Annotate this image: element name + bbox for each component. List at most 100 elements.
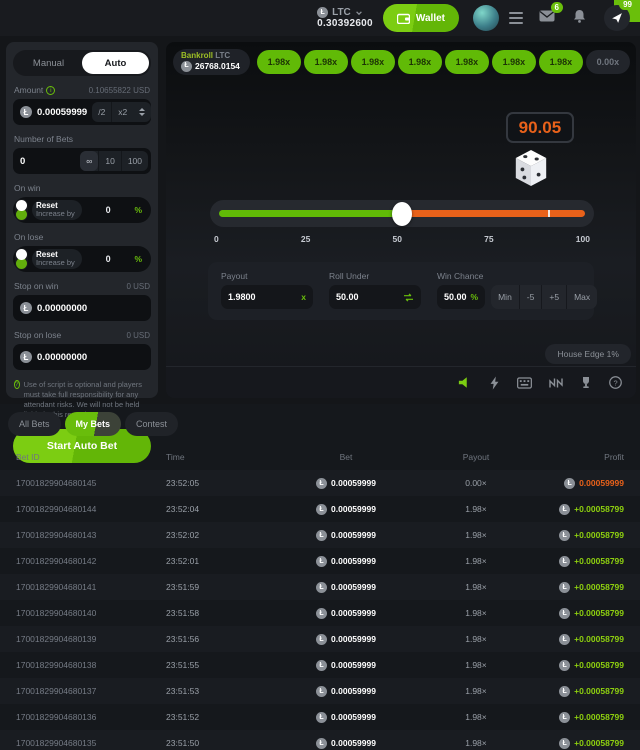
live-stats-icon[interactable]	[549, 377, 563, 389]
send-chat-icon	[612, 13, 622, 23]
slider-handle[interactable]	[392, 201, 412, 226]
bet-payout: 1.98×	[465, 504, 487, 514]
bet-panel: Manual Auto Amount i 0.10655822 USD Ł 0.…	[6, 42, 158, 463]
bet-id: 17001829904680144	[16, 504, 97, 514]
slider-tick-label: 25	[300, 234, 311, 244]
result-tick	[548, 210, 551, 217]
bets-tab-contest[interactable]: Contest	[125, 412, 179, 436]
bet-profit: Ł +0.00058799	[536, 685, 624, 697]
stop-on-lose-field[interactable]: Ł 0.00000000	[13, 344, 151, 370]
bet-amount-value: 0.00059999	[331, 712, 376, 722]
table-row[interactable]: 17001829904680138 23:51:55 Ł 0.00059999 1.98…	[0, 652, 640, 678]
ltc-coin-icon: Ł	[316, 633, 328, 645]
win-chance-quick-button[interactable]: -5	[518, 285, 542, 309]
bet-amount-value: 0.00059999	[331, 660, 376, 670]
roll-under-value[interactable]: 50.00	[336, 292, 359, 302]
mode-tabs: Manual Auto	[13, 50, 151, 76]
tab-manual[interactable]: Manual	[15, 52, 82, 74]
roll-under-field[interactable]: 50.00	[329, 285, 421, 309]
bets-count-option[interactable]: 10	[98, 151, 120, 171]
multiplier-pill[interactable]: 1.98x	[303, 49, 348, 74]
bet-payout: 1.98×	[465, 712, 487, 722]
win-chance-quick-button[interactable]: Min	[491, 285, 519, 309]
column-header: Bet ID	[16, 452, 40, 462]
multiplier-pill[interactable]: 1.98x	[491, 49, 536, 74]
menu-icon[interactable]	[509, 12, 523, 24]
table-row[interactable]: 17001829904680139 23:51:56 Ł 0.00059999 1.98…	[0, 626, 640, 652]
trophy-icon[interactable]	[580, 376, 592, 389]
table-row[interactable]: 17001829904680140 23:51:58 Ł 0.00059999 1.98…	[0, 600, 640, 626]
turbo-bolt-icon[interactable]	[489, 375, 500, 390]
stop-on-lose-label: Stop on lose	[14, 330, 62, 340]
table-row[interactable]: 17001829904680144 23:52:04 Ł 0.00059999 1.98…	[0, 496, 640, 522]
bets-tab-my-bets[interactable]: My Bets	[64, 412, 122, 436]
top-bar: Ł LTC 0.30392600 Wallet 6 99	[0, 0, 640, 36]
roll-under-group: Roll Under 50.00	[329, 271, 421, 309]
number-of-bets-value[interactable]: 0	[20, 155, 26, 167]
bet-profit: Ł +0.00058799	[536, 711, 624, 723]
on-win-value[interactable]: 0	[105, 205, 111, 215]
table-row[interactable]: 17001829904680145 23:52:05 Ł 0.00059999 0.00…	[0, 470, 640, 496]
on-win-toggle[interactable]	[15, 199, 28, 221]
on-lose-toggle[interactable]	[15, 248, 28, 270]
table-row[interactable]: 17001829904680137 23:51:53 Ł 0.00059999 1.98…	[0, 678, 640, 704]
bets-count-option[interactable]: ∞	[80, 151, 99, 171]
on-lose-mode[interactable]: Reset Increase by	[32, 248, 82, 270]
amount-stepper[interactable]	[133, 108, 151, 116]
stop-on-win-field[interactable]: Ł 0.00000000	[13, 295, 151, 321]
ltc-coin-icon: Ł	[559, 711, 571, 723]
on-lose-value[interactable]: 0	[105, 254, 111, 264]
wallet-button[interactable]: Wallet	[382, 4, 459, 32]
number-of-bets-field[interactable]: 0 ∞ 10 100	[13, 148, 151, 174]
win-chance-field[interactable]: 50.00 %	[437, 285, 486, 309]
notifications-button[interactable]	[573, 9, 586, 28]
table-row[interactable]: 17001829904680143 23:52:02 Ł 0.00059999 1.98…	[0, 522, 640, 548]
bet-payout: 1.98×	[465, 582, 487, 592]
half-amount-button[interactable]: /2	[92, 102, 111, 122]
multiplier-pill[interactable]: 1.98x	[444, 49, 489, 74]
chat-button[interactable]: 99	[604, 0, 636, 31]
bet-profit-value: +0.00058799	[574, 556, 624, 566]
win-chance-quick-button[interactable]: Max	[566, 285, 597, 309]
payout-field[interactable]: 1.9800 x	[221, 285, 313, 309]
roll-under-label: Roll Under	[329, 271, 370, 281]
bet-payout: 1.98×	[465, 738, 487, 748]
roll-slider[interactable]	[210, 200, 594, 227]
mail-button[interactable]: 6	[539, 2, 563, 27]
double-amount-button[interactable]: x2	[111, 102, 133, 122]
help-icon[interactable]: ?	[609, 376, 622, 389]
bet-payout: 1.98×	[465, 660, 487, 670]
payout-value[interactable]: 1.9800	[228, 292, 256, 302]
bet-profit-value: +0.00058799	[574, 712, 624, 722]
bet-id: 17001829904680145	[16, 478, 97, 488]
table-row[interactable]: 17001829904680135 23:51:50 Ł 0.00059999 1.98…	[0, 730, 640, 750]
win-chance-value[interactable]: 50.00	[444, 292, 467, 302]
bet-profit: Ł +0.00058799	[536, 659, 624, 671]
tab-auto[interactable]: Auto	[82, 52, 149, 74]
multiplier-pill[interactable]: 1.98x	[350, 49, 395, 74]
win-chance-suffix: %	[470, 292, 479, 302]
currency-selector[interactable]: Ł LTC 0.30392600	[317, 7, 373, 29]
win-chance-quick-button[interactable]: +5	[541, 285, 566, 309]
ltc-coin-icon: Ł	[559, 529, 571, 541]
bet-amount: Ł 0.00059999	[276, 555, 416, 567]
multiplier-pill[interactable]: 1.98x	[256, 49, 301, 74]
avatar[interactable]	[473, 5, 499, 31]
amount-value[interactable]: 0.00059999	[37, 106, 88, 118]
stop-on-lose-value[interactable]: 0.00000000	[37, 351, 88, 363]
table-row[interactable]: 17001829904680141 23:51:59 Ł 0.00059999 1.98…	[0, 574, 640, 600]
bets-count-option[interactable]: 100	[120, 151, 148, 171]
sound-icon[interactable]	[458, 376, 472, 389]
bets-tab-all-bets[interactable]: All Bets	[8, 412, 61, 436]
multiplier-pill[interactable]: 1.98x	[397, 49, 442, 74]
ltc-coin-icon: Ł	[559, 685, 571, 697]
stop-on-win-value[interactable]: 0.00000000	[37, 302, 88, 314]
amount-field[interactable]: Ł 0.00059999 /2 x2	[13, 99, 152, 125]
table-row[interactable]: 17001829904680136 23:51:52 Ł 0.00059999 1.98…	[0, 704, 640, 730]
swap-icon[interactable]	[403, 292, 414, 302]
on-lose-label: On lose	[14, 232, 44, 242]
table-row[interactable]: 17001829904680142 23:52:01 Ł 0.00059999 1.98…	[0, 548, 640, 574]
multiplier-pill[interactable]: 1.98x	[538, 49, 583, 74]
hotkeys-icon[interactable]	[516, 376, 532, 389]
on-win-mode[interactable]: Reset Increase by	[32, 199, 82, 221]
